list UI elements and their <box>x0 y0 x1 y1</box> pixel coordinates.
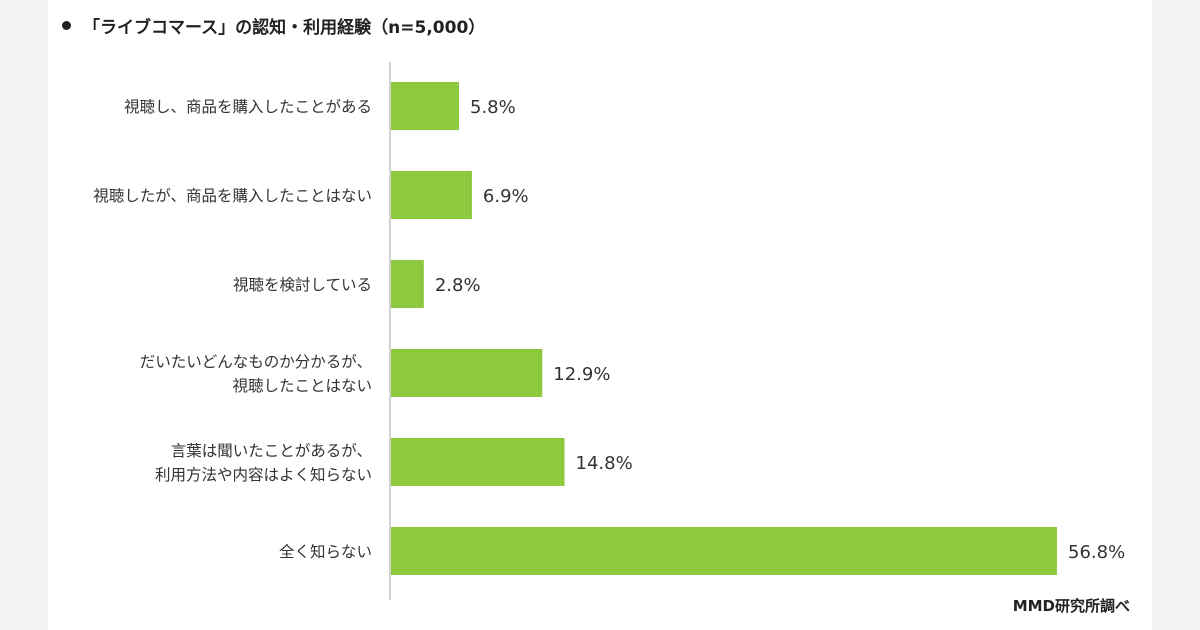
bar-3 <box>391 349 543 397</box>
data-label-4: 14.8% <box>576 453 633 474</box>
chart-title-text: 「ライブコマース」の認知・利用経験（n=5,000） <box>83 17 486 38</box>
source-credit: MMD研究所調べ <box>1012 597 1130 615</box>
bar-2 <box>391 260 424 308</box>
data-label-0: 5.8% <box>470 97 516 118</box>
chart-plot-area <box>48 0 1152 630</box>
category-label-3-line-0: だいたいどんなものか分かるが、 <box>140 353 372 371</box>
data-label-1: 6.9% <box>483 186 529 207</box>
chart-title: 「ライブコマース」の認知・利用経験（n=5,000） <box>62 10 485 40</box>
category-label-4-line-0: 言葉は聞いたことがあるが、 <box>171 442 372 460</box>
bar-0 <box>391 82 460 130</box>
category-label-3-line-1: 視聴したことはない <box>232 377 372 395</box>
bar-1 <box>391 171 472 219</box>
category-label-2: 視聴を検討している <box>233 276 372 294</box>
data-label-5: 56.8% <box>1068 542 1125 563</box>
category-label-0: 視聴し、商品を購入したことがある <box>124 98 372 116</box>
data-label-2: 2.8% <box>435 275 481 296</box>
bar-4 <box>391 438 565 486</box>
bar-5 <box>391 527 1057 575</box>
category-label-4-line-1: 利用方法や内容はよく知らない <box>155 466 372 484</box>
data-label-3: 12.9% <box>553 364 610 385</box>
category-label-1: 視聴したが、商品を購入したことはない <box>93 187 372 205</box>
category-label-5: 全く知らない <box>279 543 372 561</box>
bullet-icon <box>62 20 71 30</box>
